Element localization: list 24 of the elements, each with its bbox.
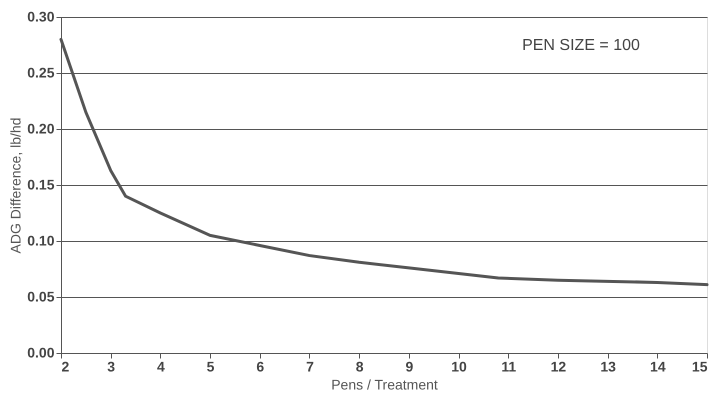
x-tick-label: 5 [206,358,215,374]
x-tick-label: 12 [550,358,566,374]
y-tick-label: 0.05 [27,288,55,304]
x-tick-label: 9 [405,358,414,374]
x-tick-label: 13 [600,358,616,374]
annotation: PEN SIZE = 100 [522,37,640,54]
y-axis-title: ADG Difference, lb/hd [7,118,24,254]
x-tick-label: 7 [306,358,314,374]
x-tick-label: 3 [107,358,116,374]
x-tick-label: 11 [501,358,516,374]
y-tick-label: 0.25 [27,64,55,80]
y-tick-label: 0.15 [27,176,55,192]
x-tick-label: 15 [692,358,708,374]
x-axis-title: Pens / Treatment [331,376,438,392]
x-tick-label: 2 [62,358,70,374]
y-tick-label: 0.10 [27,232,55,248]
x-tick-label: 4 [156,358,165,374]
x-tick-label: 8 [356,358,364,374]
x-tick-label: 14 [650,358,666,374]
y-tick-label: 0.00 [27,344,55,360]
y-tick-label: 0.20 [27,120,55,136]
x-tick-label: 6 [256,358,264,374]
x-tick-label: 10 [451,358,468,374]
y-tick-label: 0.30 [27,8,55,24]
